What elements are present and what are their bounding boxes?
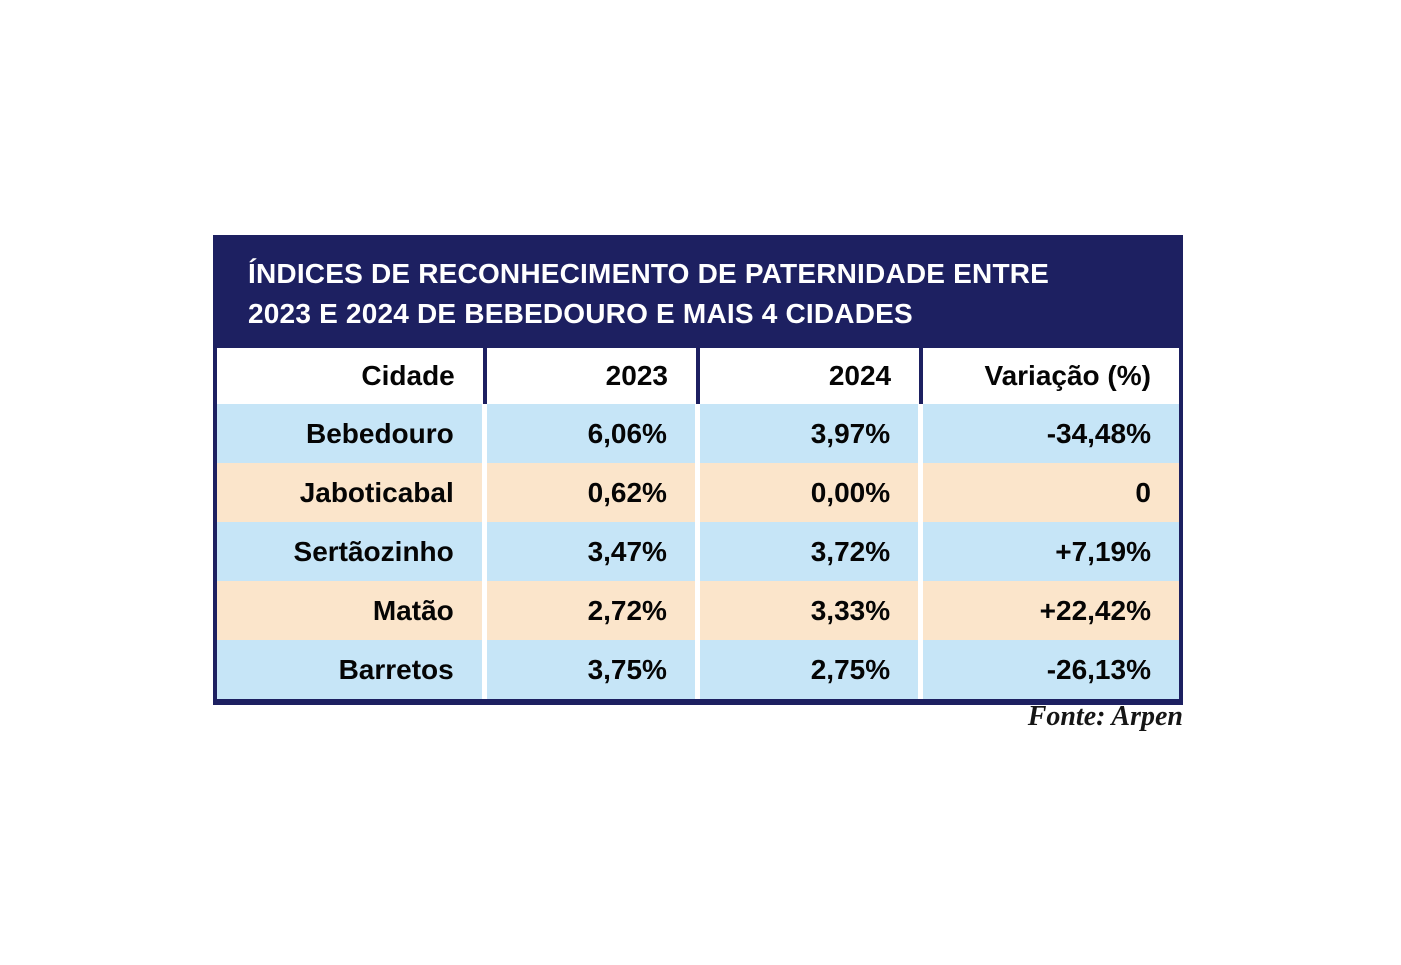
paternity-index-table: ÍNDICES DE RECONHECIMENTO DE PATERNIDADE…: [213, 235, 1183, 705]
table-row-barretos: Barretos 3,75% 2,75% -26,13%: [217, 640, 1179, 699]
value-variacao: -34,48%: [1046, 417, 1151, 449]
table-title-line-1: ÍNDICES DE RECONHECIMENTO DE PATERNIDADE…: [248, 258, 1050, 289]
value-2023: 6,06%: [487, 404, 700, 463]
table-row-jaboticabal: Jaboticabal 0,62% 0,00% 0: [217, 463, 1179, 522]
value-variacao: -26,13%: [1046, 653, 1151, 685]
value-2023: 2,72%: [487, 581, 700, 640]
value-2023: 0,62%: [487, 463, 700, 522]
column-header-cidade: Cidade: [217, 348, 487, 404]
value-variacao: 0: [1135, 476, 1151, 508]
column-header-2023: 2023: [487, 348, 700, 404]
value-2024: 3,72%: [700, 522, 924, 581]
table-row-bebedouro: Bebedouro 6,06% 3,97% -34,48%: [217, 404, 1179, 463]
value-2023: 3,75%: [487, 640, 700, 699]
table-header-row: Cidade 2023 2024 Variação (%): [217, 348, 1179, 404]
table-row-sertaozinho: Sertãozinho 3,47% 3,72% +7,19%: [217, 522, 1179, 581]
city-name: Sertãozinho: [217, 522, 487, 581]
value-variacao: +7,19%: [1055, 535, 1151, 567]
value-2024: 0,00%: [700, 463, 924, 522]
value-2023: 3,47%: [487, 522, 700, 581]
value-2024: 3,97%: [700, 404, 924, 463]
table-row-matao: Matão 2,72% 3,33% +22,42%: [217, 581, 1179, 640]
table-title-line-2: 2023 E 2024 DE BEBEDOURO E MAIS 4 CIDADE…: [248, 298, 913, 329]
value-2024: 3,33%: [700, 581, 924, 640]
city-name: Jaboticabal: [217, 463, 487, 522]
column-header-2024: 2024: [700, 348, 924, 404]
value-variacao: +22,42%: [1039, 594, 1151, 626]
city-name: Barretos: [217, 640, 487, 699]
value-2024: 2,75%: [700, 640, 924, 699]
source-credit: Fonte: Arpen: [1027, 701, 1183, 732]
column-header-variacao: Variação (%): [984, 360, 1151, 391]
table-title: ÍNDICES DE RECONHECIMENTO DE PATERNIDADE…: [217, 239, 1179, 348]
city-name: Matão: [217, 581, 487, 640]
city-name: Bebedouro: [217, 404, 487, 463]
